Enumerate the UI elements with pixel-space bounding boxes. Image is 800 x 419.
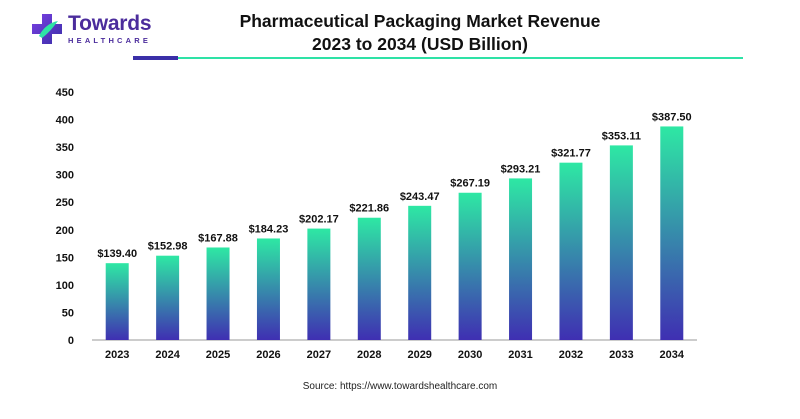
bar-data-label: $321.77: [551, 148, 591, 160]
source-note: Source: https://www.towardshealthcare.co…: [302, 381, 498, 392]
bar-data-label: $221.86: [349, 203, 389, 215]
chart-title-line2: 2023 to 2034 (USD Billion): [312, 34, 528, 54]
y-tick-label: 250: [56, 197, 74, 209]
bar-2034: [660, 126, 684, 340]
medical-cross-icon: [32, 14, 62, 44]
x-tick-label: 2026: [256, 349, 280, 361]
x-tick-label: 2025: [206, 349, 230, 361]
x-tick-label: 2024: [155, 349, 180, 361]
x-tick-label: 2031: [508, 349, 532, 361]
y-tick-label: 150: [56, 252, 74, 264]
bar-data-label: $152.98: [148, 241, 188, 253]
bar-data-label: $293.21: [501, 163, 541, 175]
y-tick-label: 50: [62, 307, 74, 319]
header-rule: [178, 57, 743, 59]
bar-data-label: $139.40: [97, 248, 137, 260]
bar-2032: [559, 162, 583, 340]
chart-title: Pharmaceutical Packaging Market Revenue …: [220, 10, 620, 56]
brand-tagline: HEALTHCARE: [68, 35, 152, 45]
bar-2029: [408, 205, 432, 340]
y-tick-label: 450: [56, 87, 74, 99]
bar-2030: [458, 192, 482, 340]
y-tick-label: 300: [56, 170, 74, 182]
brand-logo: Towards HEALTHCARE: [30, 11, 152, 46]
bar-data-label: $243.47: [400, 191, 440, 203]
bar-2024: [156, 255, 180, 340]
y-tick-label: 0: [68, 335, 74, 347]
x-tick-label: 2033: [609, 349, 633, 361]
header-rule-accent: [133, 56, 178, 60]
bar-data-label: $353.11: [602, 130, 641, 142]
x-tick-label: 2027: [307, 349, 331, 361]
bar-2031: [509, 178, 533, 340]
x-tick-label: 2032: [559, 349, 583, 361]
bar-data-label: $387.50: [652, 111, 692, 123]
bar-data-label: $202.17: [299, 214, 339, 226]
y-tick-label: 350: [56, 142, 74, 154]
bar-data-label: $267.19: [450, 178, 490, 190]
bar-2033: [609, 145, 633, 340]
y-tick-label: 200: [56, 225, 74, 237]
bar-2028: [357, 217, 381, 340]
brand-name: Towards: [68, 11, 152, 35]
bar-data-label: $184.23: [249, 223, 289, 235]
x-tick-label: 2028: [357, 349, 381, 361]
x-tick-label: 2034: [660, 349, 685, 361]
bar-2026: [256, 238, 280, 340]
bar-2023: [105, 263, 129, 340]
x-tick-label: 2023: [105, 349, 129, 361]
bar-2025: [206, 247, 230, 340]
chart-title-line1: Pharmaceutical Packaging Market Revenue: [239, 11, 601, 31]
bar-data-label: $167.88: [198, 232, 238, 244]
y-tick-label: 400: [56, 115, 74, 127]
x-tick-label: 2029: [407, 349, 431, 361]
y-tick-label: 100: [56, 280, 74, 292]
bar-2027: [307, 228, 331, 340]
x-tick-label: 2030: [458, 349, 482, 361]
